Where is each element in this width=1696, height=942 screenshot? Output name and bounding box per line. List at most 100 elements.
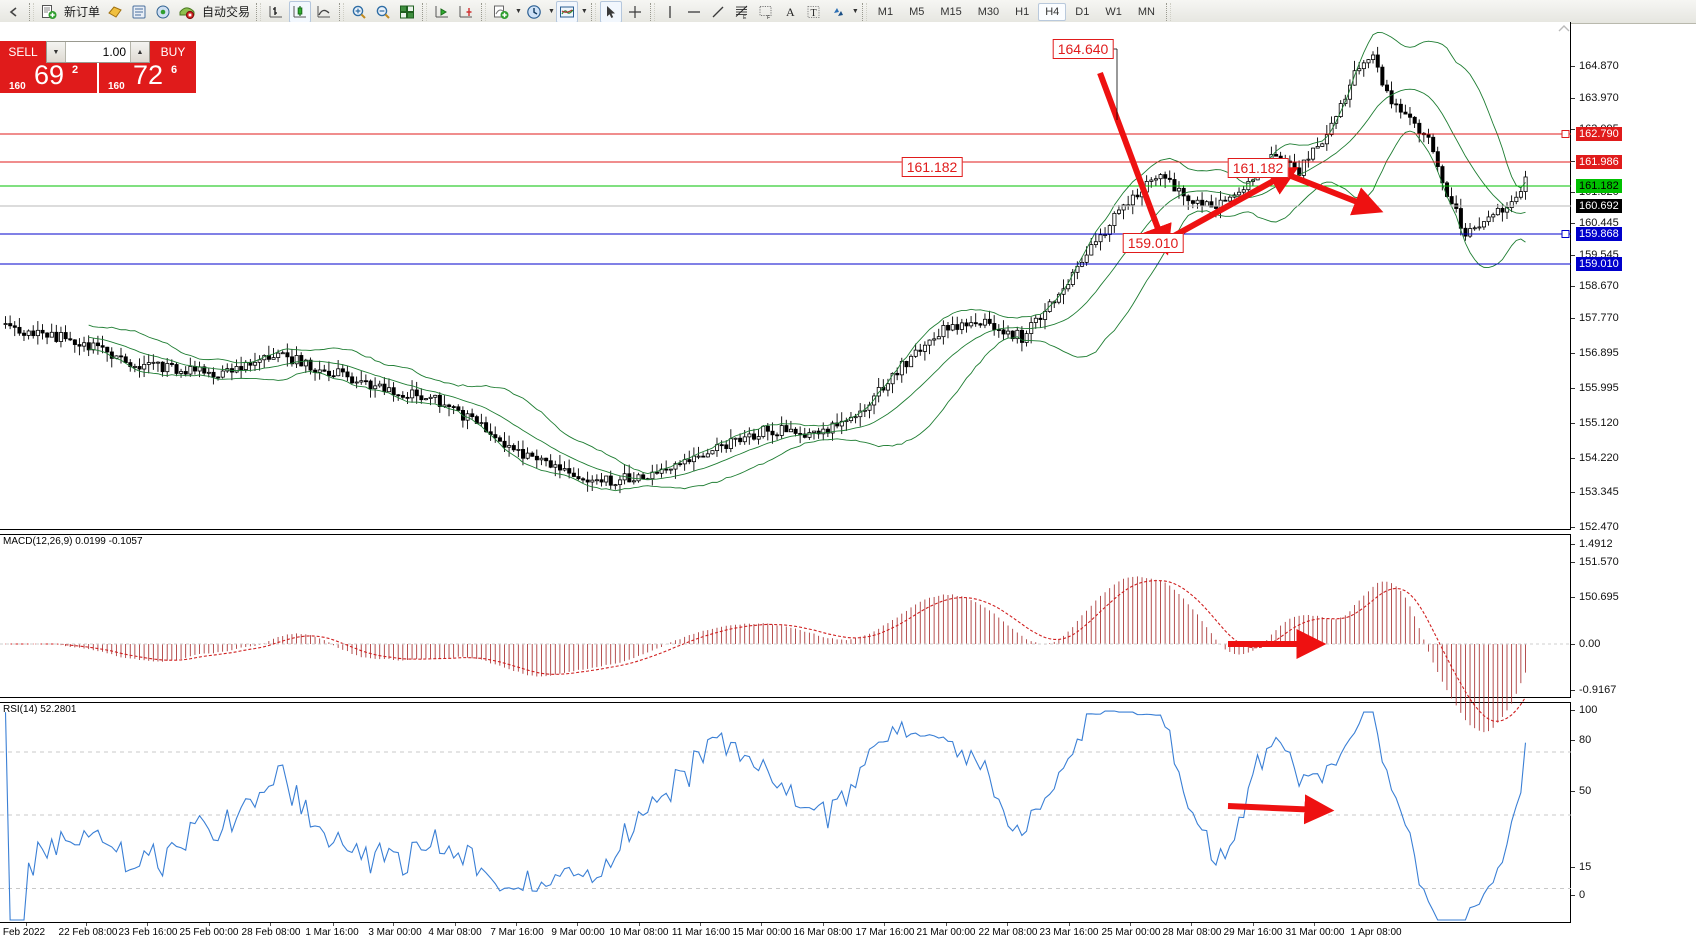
time-axis-label: 1 Mar 16:00	[305, 927, 359, 938]
chart-shift-icon[interactable]	[431, 1, 453, 23]
autotrading-label[interactable]: 自动交易	[202, 5, 251, 19]
price-level-tag[interactable]: 162.790	[1576, 127, 1622, 141]
trendline-icon[interactable]	[707, 1, 729, 23]
navigator-icon[interactable]	[152, 1, 174, 23]
price-annotation-box[interactable]: 161.182	[1227, 158, 1289, 178]
price-axis-tick: 155.995	[1571, 382, 1619, 394]
new-order-label[interactable]: 新订单	[64, 5, 101, 19]
toolbar-separator	[1165, 2, 1171, 21]
price-axis-tick: 164.870	[1571, 60, 1619, 72]
time-axis-label: 31 Mar 00:00	[1285, 927, 1345, 938]
time-axis-tick	[26, 923, 27, 926]
time-axis-label: 28 Mar 08:00	[1162, 927, 1222, 938]
price-axis-tick: 156.895	[1571, 347, 1619, 359]
macd-pane[interactable]: MACD(12,26,9) 0.0199 -0.1057	[0, 534, 1571, 698]
timeframe-w1[interactable]: W1	[1105, 5, 1122, 18]
chevron-down-icon[interactable]: ▼	[851, 8, 859, 15]
time-axis-tick	[639, 923, 640, 926]
time-axis-tick	[823, 923, 824, 926]
vertical-line-icon[interactable]	[659, 1, 681, 23]
price-level-tag[interactable]: 159.868	[1576, 227, 1622, 241]
time-axis-tick	[1191, 923, 1192, 926]
time-axis-tick	[1253, 923, 1254, 926]
toolbar-separator	[422, 2, 428, 21]
timeframe-m1[interactable]: M1	[877, 5, 894, 18]
timeframe-h1[interactable]: H1	[1015, 5, 1030, 18]
price-chart-pane[interactable]	[0, 22, 1571, 530]
rsi-pane[interactable]: RSI(14) 52.2801	[0, 702, 1571, 940]
price-annotation-box[interactable]: 159.010	[1122, 233, 1184, 253]
one-click-trading-panel[interactable]: SELL ▼ 1.00 ▲ BUY 160 69 2 160 72 6	[0, 41, 196, 93]
price-axis-tick: 158.670	[1571, 280, 1619, 292]
add-indicator-icon[interactable]	[490, 1, 512, 23]
buy-price-display[interactable]: 160 72 6	[99, 60, 196, 93]
price-axis-tick: 157.770	[1571, 312, 1619, 324]
text-label-icon[interactable]: T	[803, 1, 825, 23]
zoom-out-icon[interactable]	[372, 1, 394, 23]
sell-price-sup: 2	[72, 64, 79, 76]
price-level-tag[interactable]: 159.010	[1576, 257, 1622, 271]
market-watch-icon[interactable]	[128, 1, 150, 23]
period-icon[interactable]	[523, 1, 545, 23]
horizontal-line-icon[interactable]	[683, 1, 705, 23]
time-axis-tick	[270, 923, 271, 926]
zoom-in-icon[interactable]	[348, 1, 370, 23]
templates-icon[interactable]	[555, 0, 578, 23]
chart-scroll-handle[interactable]	[1558, 24, 1570, 33]
main-toolbar: 新订单 自动交易	[0, 0, 1696, 24]
sell-button[interactable]: SELL	[0, 41, 46, 63]
timeframe-m30[interactable]: M30	[977, 5, 1000, 18]
price-level-tag[interactable]: 161.986	[1576, 155, 1622, 169]
chevron-down-icon[interactable]: ▼	[515, 8, 522, 15]
auto-scroll-icon[interactable]	[455, 1, 477, 23]
bar-chart-icon[interactable]	[265, 1, 287, 23]
cursor-icon[interactable]	[599, 0, 622, 23]
price-annotation-box[interactable]: 164.640	[1052, 39, 1114, 59]
time-axis-label: 25 Mar 00:00	[1101, 927, 1161, 938]
new-order-icon[interactable]	[38, 1, 60, 23]
time-axis[interactable]: Feb 2022 22 Feb 08:00 23 Feb 16:00 25 Feb 0…	[0, 922, 1571, 942]
price-axis-tick: 151.570	[1571, 556, 1619, 568]
time-axis-tick	[516, 923, 517, 926]
timeframe-mn[interactable]: MN	[1137, 5, 1155, 18]
time-axis-label: 10 Mar 08:00	[609, 927, 669, 938]
price-level-tag[interactable]: 161.182	[1576, 179, 1622, 193]
toolbar-separator	[29, 2, 34, 21]
timeframe-m15[interactable]: M15	[940, 5, 962, 18]
timeframe-h4[interactable]: H4	[1038, 2, 1067, 21]
price-annotation-box[interactable]: 161.182	[901, 157, 963, 177]
price-axis-tick: 153.345	[1571, 486, 1619, 498]
timeframe-d1[interactable]: D1	[1075, 5, 1090, 18]
time-axis-label: 22 Feb 08:00	[58, 927, 118, 938]
svg-text:A: A	[786, 5, 795, 19]
buy-price-big: 72	[133, 60, 164, 90]
timeframe-m5[interactable]: M5	[909, 5, 925, 18]
volume-input[interactable]: 1.00	[66, 42, 130, 62]
price-axis[interactable]: 164.870163.970163.095162.195161.320160.4…	[1571, 22, 1696, 603]
fibonacci-icon[interactable]: E	[731, 1, 753, 23]
arrows-icon[interactable]	[827, 1, 849, 23]
time-axis-tick	[761, 923, 762, 926]
chevron-down-icon[interactable]: ▼	[580, 8, 588, 15]
chevron-down-icon[interactable]: ▼	[547, 8, 555, 15]
time-axis-tick	[1069, 923, 1070, 926]
crosshair-icon[interactable]	[624, 1, 646, 23]
volume-increase-icon[interactable]: ▲	[130, 42, 149, 62]
time-axis-label: 23 Mar 16:00	[1039, 927, 1099, 938]
tile-windows-icon[interactable]	[396, 1, 418, 23]
shapes-icon[interactable]: F	[755, 1, 777, 23]
volume-decrease-icon[interactable]: ▼	[47, 42, 66, 62]
line-chart-icon[interactable]	[313, 1, 335, 23]
scroll-left-icon[interactable]	[3, 1, 25, 23]
autotrading-icon[interactable]	[176, 1, 198, 23]
time-axis-label: 3 Mar 00:00	[368, 927, 422, 938]
macd-axis-tick: 0.00	[1571, 638, 1600, 650]
sell-price-display[interactable]: 160 69 2	[0, 60, 97, 93]
rsi-label: RSI(14) 52.2801	[3, 704, 77, 715]
time-axis-label: 9 Mar 00:00	[551, 927, 605, 938]
candlestick-chart-icon[interactable]	[289, 0, 312, 23]
expert-advisors-icon[interactable]	[104, 1, 126, 23]
text-icon[interactable]: A	[779, 1, 801, 23]
price-level-tag[interactable]: 160.692	[1576, 199, 1622, 213]
toolbar-separator	[861, 2, 867, 21]
